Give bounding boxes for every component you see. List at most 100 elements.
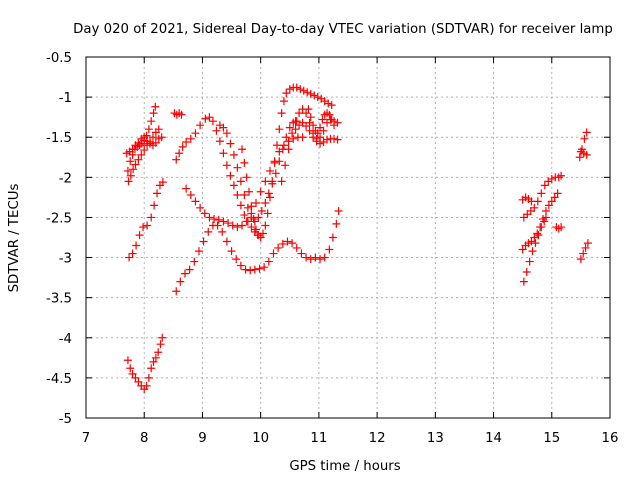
data-point [128,369,137,378]
axis-ticks: 7 8 9 10 11 12 13 14 15 16 -0.5 -1 -1.5 -2 -2.5 -3 -3.5 -… [46,51,618,446]
x-tick-label: 12 [369,431,386,446]
data-point [172,287,181,296]
data-point [218,227,227,236]
data-point [268,177,277,186]
data-point [250,265,259,274]
data-point [249,215,258,224]
data-point [147,117,156,126]
data-point [190,257,199,266]
data-point [544,201,553,210]
data-point [279,141,288,150]
data-point [281,161,290,170]
series-s6 [170,109,186,119]
data-point [579,249,588,258]
data-point [156,340,165,349]
data-point [277,177,286,186]
data-point [306,89,315,98]
data-point [247,209,256,218]
data-point [256,233,265,242]
data-point [534,231,543,240]
data-point [302,121,311,130]
data-point [240,158,249,167]
data-point [299,86,308,95]
data-point [316,255,325,264]
data-point [238,145,247,154]
data-point [285,123,294,132]
data-point [324,99,333,108]
data-point [306,113,315,122]
series-s10 [172,207,343,296]
y-tick-label: -1 [59,91,72,106]
data-point [245,187,254,196]
data-point [320,253,329,262]
data-point [232,255,241,264]
data-point [233,190,242,199]
data-point [297,249,306,258]
data-point [292,83,301,92]
data-point [178,142,187,151]
data-point [252,225,261,234]
data-point [215,137,224,146]
data-point [325,110,334,119]
data-point [131,160,140,169]
grid-lines [86,57,610,418]
data-point [134,138,143,147]
data-point [260,263,269,272]
data-point [327,115,336,124]
data-point [175,149,184,158]
data-point [583,239,592,248]
series-s5 [123,333,167,394]
data-point [323,135,332,144]
data-point [213,221,222,230]
series-s18 [519,213,550,286]
y-tick-label: -3 [59,252,72,267]
data-point [530,233,539,242]
data-point [550,193,559,202]
series-s4 [125,178,167,262]
data-point [537,223,546,232]
series-s11 [238,83,336,242]
data-point [256,187,265,196]
x-tick-label: 14 [485,431,502,446]
y-tick-label: -4.5 [46,372,72,387]
data-point [182,184,191,193]
x-tick-label: 11 [310,431,327,446]
y-tick-label: -1.5 [46,131,72,146]
data-point [151,353,160,362]
data-point [302,109,311,118]
data-point [129,165,138,174]
data-point [236,261,245,270]
y-axis-label: SDTVAR / TECUs [7,184,22,293]
data-point [191,129,200,138]
data-point [519,277,528,286]
data-point [580,134,589,143]
data-point [533,197,542,206]
data-point [285,85,294,94]
data-point [182,138,191,147]
data-point [247,223,256,232]
data-point [228,221,237,230]
data-point [283,237,292,246]
data-point [185,265,194,274]
data-point [222,129,231,138]
data-point [261,199,270,208]
data-point [537,189,546,198]
data-point [149,357,158,366]
data-point [240,211,249,220]
data-point [576,255,585,264]
data-point [288,239,297,248]
data-point [274,243,283,252]
data-point [146,138,155,147]
data-point [328,233,337,242]
data-point [277,109,286,118]
data-point [309,133,318,142]
data-point [191,197,200,206]
data-point [327,101,336,110]
data-point [153,189,162,198]
data-point [313,93,322,102]
data-point [200,209,209,218]
data-point [242,173,251,182]
data-point [284,145,293,154]
data-point [291,125,300,134]
